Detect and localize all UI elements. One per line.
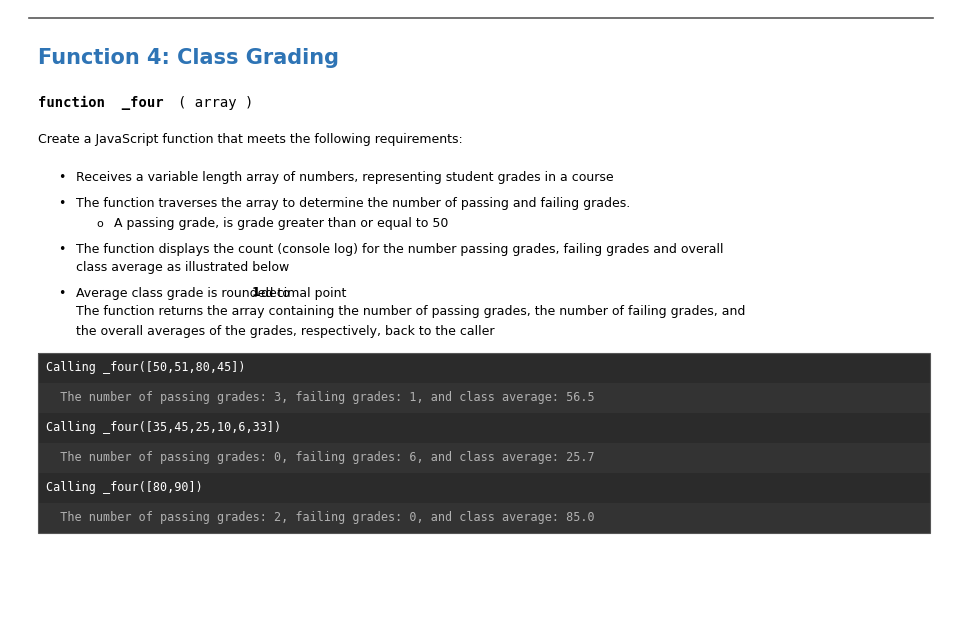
- Text: Receives a variable length array of numbers, representing student grades in a co: Receives a variable length array of numb…: [76, 172, 613, 185]
- Text: Calling _four([50,51,80,45]): Calling _four([50,51,80,45]): [46, 362, 245, 375]
- Text: the overall averages of the grades, respectively, back to the caller: the overall averages of the grades, resp…: [76, 324, 494, 337]
- Text: function  _four: function _four: [38, 96, 163, 110]
- Bar: [38, 383, 929, 413]
- Text: ( array ): ( array ): [178, 96, 253, 110]
- Text: •: •: [58, 242, 65, 255]
- Text: Calling _four([35,45,25,10,6,33]): Calling _four([35,45,25,10,6,33]): [46, 421, 281, 434]
- Text: The function returns the array containing the number of passing grades, the numb: The function returns the array containin…: [76, 305, 745, 318]
- Text: Calling _four([80,90]): Calling _four([80,90]): [46, 481, 203, 494]
- Bar: [38, 473, 929, 503]
- Text: 1: 1: [251, 287, 259, 300]
- Text: •: •: [58, 287, 65, 300]
- Text: o: o: [96, 219, 103, 229]
- Text: The function traverses the array to determine the number of passing and failing : The function traverses the array to dete…: [76, 197, 629, 210]
- Text: The function displays the count (console log) for the number passing grades, fai: The function displays the count (console…: [76, 242, 723, 255]
- Text: Function 4: Class Grading: Function 4: Class Grading: [38, 48, 338, 68]
- Text: •: •: [58, 172, 65, 185]
- Text: Create a JavaScript function that meets the following requirements:: Create a JavaScript function that meets …: [38, 133, 462, 146]
- Text: Average class grade is rounded to: Average class grade is rounded to: [76, 287, 293, 300]
- Text: The number of passing grades: 3, failing grades: 1, and class average: 56.5: The number of passing grades: 3, failing…: [46, 391, 594, 405]
- Bar: [38, 353, 929, 533]
- Bar: [38, 503, 929, 533]
- Text: The number of passing grades: 0, failing grades: 6, and class average: 25.7: The number of passing grades: 0, failing…: [46, 452, 594, 465]
- Text: A passing grade, is grade greater than or equal to 50: A passing grade, is grade greater than o…: [114, 218, 448, 231]
- Text: class average as illustrated below: class average as illustrated below: [76, 261, 289, 274]
- Bar: [38, 443, 929, 473]
- Text: The number of passing grades: 2, failing grades: 0, and class average: 85.0: The number of passing grades: 2, failing…: [46, 512, 594, 525]
- Text: decimal point: decimal point: [257, 287, 346, 300]
- Bar: [38, 413, 929, 443]
- Text: •: •: [58, 197, 65, 210]
- Bar: [38, 353, 929, 383]
